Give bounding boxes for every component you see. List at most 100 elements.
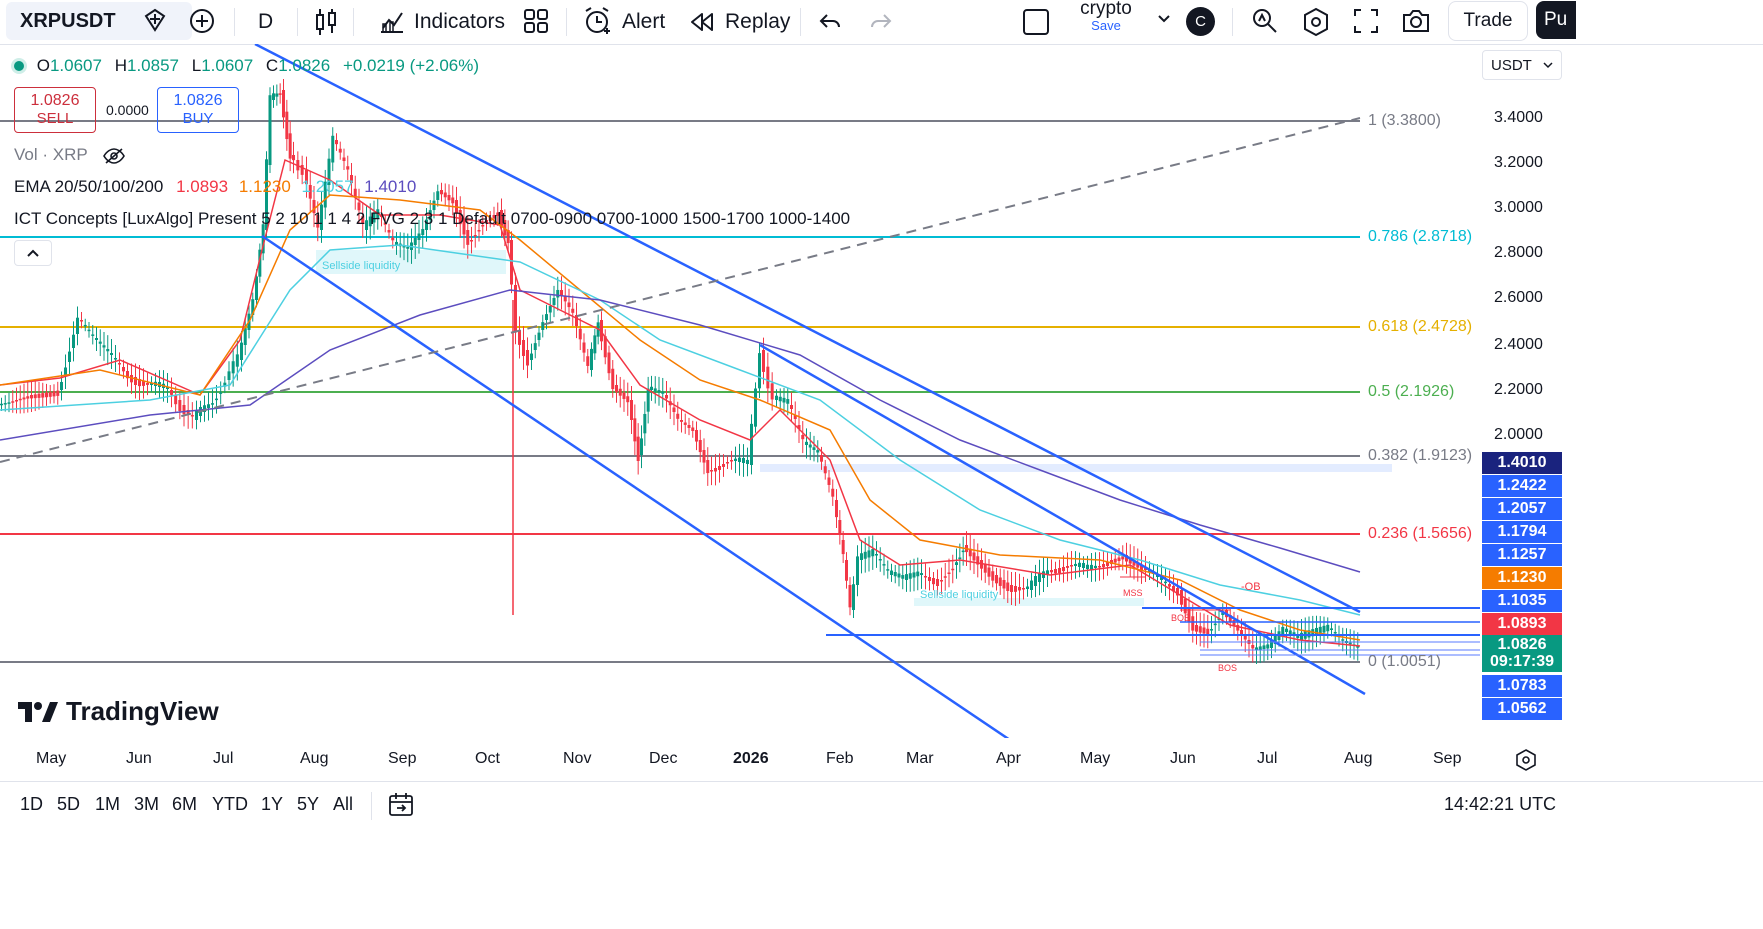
- settings-icon[interactable]: [1301, 7, 1331, 42]
- candle-body: [1022, 588, 1025, 590]
- candle-body: [1202, 627, 1206, 634]
- replay-button[interactable]: Replay: [725, 10, 791, 33]
- candle-body: [45, 392, 48, 398]
- undo-icon[interactable]: [818, 10, 842, 39]
- trade-button[interactable]: Trade: [1448, 1, 1528, 41]
- candle-body: [353, 188, 357, 197]
- axis-settings-icon[interactable]: [1515, 749, 1537, 776]
- candle-body: [808, 444, 812, 448]
- candle-body: [746, 459, 749, 464]
- candle-body: [928, 577, 931, 581]
- layout-icon[interactable]: [1022, 8, 1050, 41]
- templates-icon[interactable]: [523, 8, 549, 39]
- candle-body: [770, 383, 774, 400]
- camera-icon[interactable]: [1401, 8, 1431, 39]
- quick-search-icon[interactable]: [1251, 7, 1279, 40]
- candle-body: [87, 329, 91, 332]
- candle-body: [440, 190, 443, 195]
- candle-body: [845, 560, 848, 581]
- sell-button[interactable]: 1.0826 SELL: [14, 87, 96, 133]
- candle-body: [695, 430, 698, 442]
- add-symbol-icon[interactable]: [144, 8, 166, 37]
- candle-body: [646, 388, 650, 412]
- candle-body: [26, 396, 30, 399]
- candle-body: [622, 392, 626, 399]
- range-button-1y[interactable]: 1Y: [261, 794, 284, 814]
- candle-body: [560, 290, 563, 296]
- candle-body: [541, 322, 545, 330]
- candle-body: [958, 557, 962, 559]
- range-button-5y[interactable]: 5Y: [297, 794, 320, 814]
- alarm-clock-icon[interactable]: [583, 6, 613, 41]
- chevron-down-icon[interactable]: [1157, 12, 1171, 31]
- candle-body: [893, 572, 897, 577]
- ema50-line: [0, 194, 1361, 641]
- tradingview-logo[interactable]: TradingView: [18, 696, 219, 727]
- candle-body: [417, 233, 421, 240]
- publish-button[interactable]: Pu: [1536, 1, 1576, 39]
- candle-body: [835, 500, 838, 518]
- range-button-all[interactable]: All: [333, 794, 354, 814]
- ict-legend[interactable]: ICT Concepts [LuxAlgo] Present 5 2 10 1 …: [14, 209, 851, 228]
- compare-symbol-icon[interactable]: [189, 8, 215, 39]
- range-button-6m[interactable]: 6M: [172, 794, 198, 814]
- currency-selector[interactable]: USDT: [1482, 50, 1562, 80]
- candle-body: [762, 350, 765, 372]
- collapse-legend-button[interactable]: [14, 240, 52, 266]
- avatar[interactable]: C: [1186, 7, 1215, 36]
- calendar-range-icon[interactable]: [388, 791, 414, 822]
- buy-price: 1.0826: [173, 92, 223, 109]
- candle-body: [890, 570, 893, 575]
- candle-body: [64, 367, 67, 376]
- ohlc-low: 1.0607: [201, 56, 254, 75]
- ema20-line: [0, 158, 1361, 647]
- indicators-button[interactable]: Indicators: [414, 10, 506, 33]
- candle-body: [500, 210, 503, 226]
- candle-body: [1026, 586, 1029, 589]
- range-button-5d[interactable]: 5D: [57, 794, 81, 814]
- fullscreen-icon[interactable]: [1353, 8, 1379, 39]
- sellside-liquidity-label: Sellside liquidity: [322, 260, 401, 272]
- eye-hidden-icon[interactable]: [102, 147, 126, 165]
- candle-body: [1333, 631, 1337, 634]
- candle-body: [1058, 568, 1061, 573]
- layout-name-button[interactable]: crypto Save: [1072, 0, 1140, 33]
- interval-selector[interactable]: D: [258, 10, 274, 33]
- range-button-1d[interactable]: 1D: [20, 794, 44, 814]
- candle-body: [451, 197, 455, 204]
- buy-button[interactable]: 1.0826 BUY: [157, 87, 239, 133]
- candle-body: [533, 343, 537, 350]
- candle-body: [443, 192, 447, 198]
- indicators-icon[interactable]: [378, 8, 406, 41]
- candle-body: [1164, 581, 1167, 584]
- range-button-3m[interactable]: 3M: [134, 794, 160, 814]
- candle-body: [1251, 645, 1255, 649]
- candle-body: [590, 348, 593, 370]
- candle-body: [782, 397, 786, 403]
- clock[interactable]: 14:42:21 UTC: [1444, 794, 1557, 814]
- candle-body: [1285, 628, 1288, 632]
- candle-body: [30, 395, 33, 399]
- candle-body: [361, 216, 365, 225]
- ema20-value: 1.0893: [176, 177, 229, 196]
- ema-legend[interactable]: EMA 20/50/100/200 1.0893 1.1230 1.2057 1…: [14, 177, 417, 196]
- candle-body: [1074, 563, 1077, 566]
- chart-canvas[interactable]: [0, 44, 1480, 738]
- candle-body: [820, 455, 823, 462]
- candle-body: [750, 423, 753, 465]
- redo-icon[interactable]: [869, 10, 893, 39]
- volume-legend[interactable]: Vol · XRP: [14, 145, 126, 165]
- price-axis-label: 2.2000: [1494, 381, 1543, 398]
- candle-body: [1113, 558, 1117, 563]
- time-axis-label: Jul: [213, 750, 234, 767]
- candle-body: [265, 159, 268, 230]
- candle-body: [514, 285, 517, 333]
- candles-icon[interactable]: [314, 7, 338, 42]
- range-button-1m[interactable]: 1M: [95, 794, 121, 814]
- alert-button[interactable]: Alert: [622, 10, 666, 33]
- candle-body: [995, 575, 998, 584]
- candle-body: [1195, 625, 1198, 632]
- range-button-ytd[interactable]: YTD: [212, 794, 248, 814]
- candle-body: [1128, 557, 1132, 564]
- rewind-icon[interactable]: [690, 10, 714, 39]
